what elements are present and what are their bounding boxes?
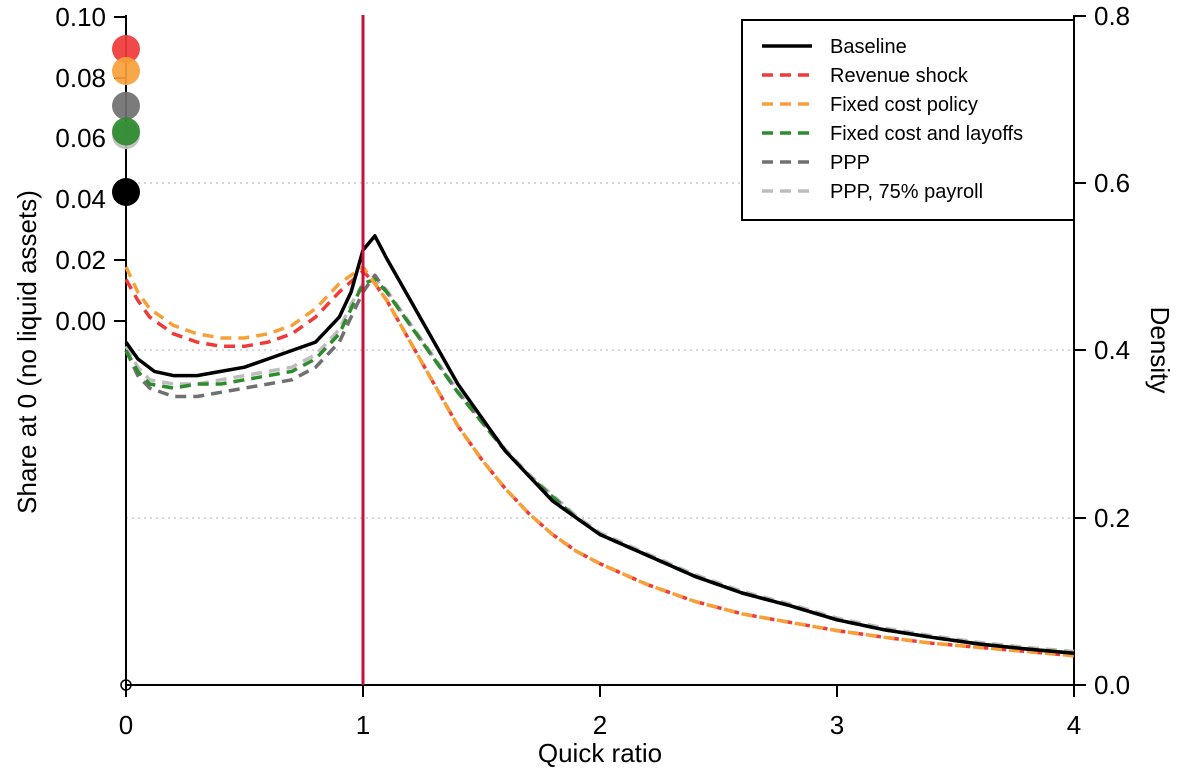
right-ticks: 0.8 0.6 0.4 0.2 0.0 (1074, 1, 1130, 700)
left-tick-label: 0.02 (55, 245, 106, 275)
legend-label: Fixed cost and layoffs (830, 123, 1023, 145)
right-tick-label: 0.2 (1094, 503, 1130, 533)
share-at-zero-point-fixed-cost-and-layoffs (112, 117, 140, 146)
right-tick-label: 0.0 (1094, 670, 1130, 700)
series-line-fixed-cost-policy (124, 265, 1075, 658)
legend-label: PPP (830, 152, 870, 174)
x-tick-label: 4 (1067, 710, 1081, 740)
left-tick-label: 0.04 (55, 184, 106, 214)
left-tick-label: 0.06 (55, 123, 106, 153)
series-line-fixed-cost-and-layoffs (124, 277, 1075, 655)
x-tick-label: 0 (119, 710, 133, 740)
series-line-baseline (124, 234, 1075, 655)
share-at-zero-point-ppp (112, 91, 140, 120)
x-axis-title: Quick ratio (538, 738, 662, 768)
legend-label: Fixed cost policy (830, 94, 978, 116)
series-line-ppp (124, 273, 1075, 655)
right-tick-label: 0.8 (1094, 1, 1130, 31)
share-at-zero-points (112, 35, 140, 206)
x-tick-label: 3 (830, 710, 844, 740)
legend-box (741, 19, 1075, 221)
legend-label: Baseline (830, 36, 907, 58)
legend-label: PPP, 75% payroll (830, 181, 983, 203)
x-tick-label: 2 (593, 710, 607, 740)
origin-marker (120, 679, 132, 691)
left-tick-label: 0.08 (55, 63, 106, 93)
series-lines (124, 234, 1075, 658)
right-axis-title: Density (1145, 307, 1175, 394)
share-at-zero-point-revenue-shock (112, 35, 140, 63)
series-line-revenue-shock (124, 269, 1075, 658)
right-tick-label: 0.4 (1094, 335, 1130, 365)
series-line-ppp-75-payroll (124, 277, 1075, 654)
left-axis-title: Share at 0 (no liquid assets) (12, 190, 42, 514)
left-tick-label: 0.00 (55, 306, 106, 336)
left-tick-label: 0.10 (55, 2, 106, 32)
legend: Baseline Revenue shock Fixed cost policy… (741, 19, 1075, 221)
right-tick-label: 0.6 (1094, 168, 1130, 198)
x-tick-label: 1 (356, 710, 370, 740)
legend-label: Revenue shock (830, 65, 969, 87)
share-at-zero-point-baseline (112, 178, 140, 206)
x-ticks: 0 1 2 3 4 (119, 685, 1081, 740)
share-at-zero-point-fixed-cost-policy (112, 57, 140, 85)
